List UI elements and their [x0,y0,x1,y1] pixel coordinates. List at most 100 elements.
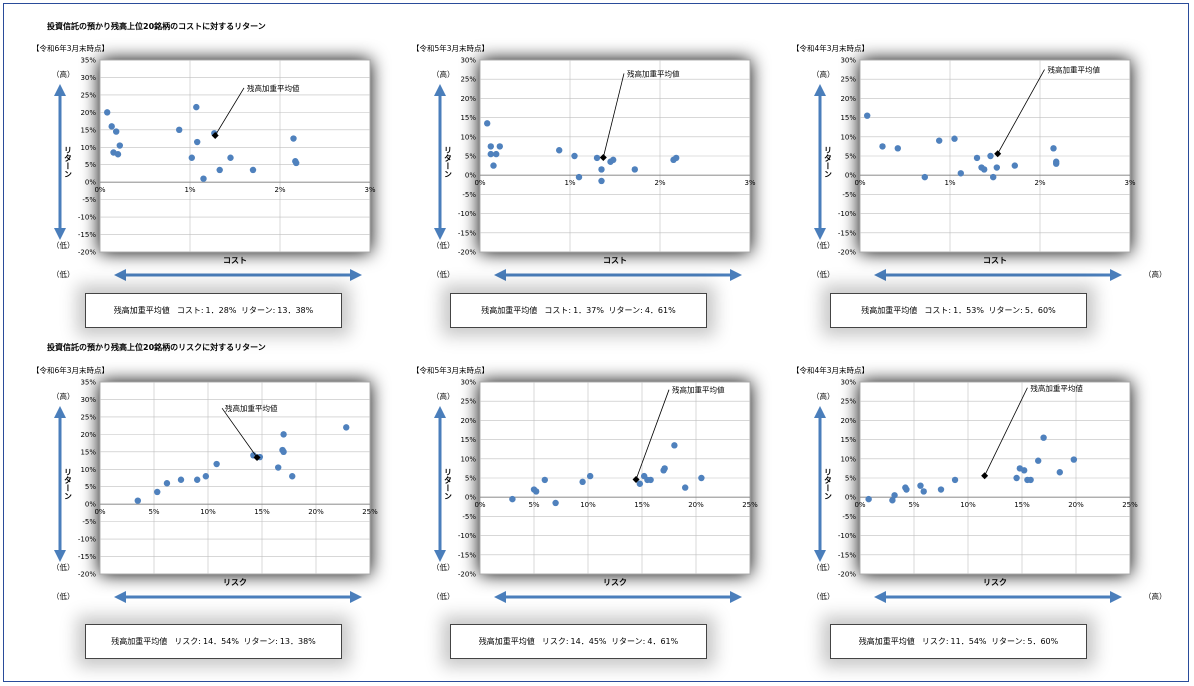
data-point [154,488,161,496]
summary-label: 残高加重平均値 [481,306,538,315]
data-point [951,476,959,484]
summary-cost-value: 1．28% [205,306,237,315]
data-point [163,480,171,487]
x-tick-label: 5% [148,508,159,516]
data-point [937,486,945,493]
summary-label: 残高加重平均値 [111,637,168,646]
y-tick-label: 5% [465,153,476,161]
data-point [487,150,494,158]
annotation-label: 残高加重平均値 [1030,383,1083,393]
annotation-label: 残高加重平均値 [672,385,725,395]
data-point [864,112,871,119]
y-tick-label: 5% [465,475,476,483]
period-label: 【令和6年3月末時点】 [32,43,109,53]
y-tick-label: 0% [85,501,96,509]
y-tick-label: 35% [80,57,96,65]
high-label-y: （高） [52,69,75,79]
x-tick-label: 25% [362,508,378,516]
data-point [593,154,601,162]
y-tick-label: -5% [462,191,476,199]
summary-cost-value: 1．53% [953,306,984,315]
data-point [921,173,928,181]
data-point [993,164,1000,171]
data-point [541,476,548,484]
data-point [290,135,297,142]
x-tick-label: 0% [474,501,485,509]
annotation-leader [602,73,625,158]
x-tick-label: 25% [1122,501,1138,509]
chart-svg: -20% -15% -10% -5% 0% 5% 10% 15% 20% 25% 30% 0% 1% 2%… [412,43,756,281]
low-label-x: （低） [812,591,835,601]
plot-area [99,381,371,575]
data-point [894,145,901,152]
summary-box-cost-r4: 残高加重平均値 コスト: 1．53% リターン: 5．60% [830,293,1087,328]
summary-return-value: 4．61% [647,637,679,646]
summary-risk-prefix: リスク: [541,637,569,646]
y-tick-label: 30% [460,379,476,387]
x-tick-label: 2% [654,179,665,187]
data-point [951,135,958,142]
x-tick-label: 3% [364,186,375,194]
x-axis-title: リスク [983,577,1007,587]
x-tick-label: 20% [688,501,704,509]
weighted-average-point [599,153,607,161]
weighted-average-point [994,150,1002,158]
chart-panel-cost-r6: -20% -15% -10% -5% 0% 5% 10% 15% 20% 25% 30% 35% 0% 1… [30,43,410,333]
data-point [1070,456,1078,463]
y-tick-label: 0% [845,172,856,180]
x-tick-label: 25% [742,501,758,509]
chart-panel-risk-r4: -20% -15% -10% -5% 0% 5% 10% 15% 20% 25% 30% 0% 5% 10… [790,365,1170,655]
data-point [193,103,200,111]
y-tick-label: 15% [840,436,856,444]
data-point [610,156,617,164]
data-point [631,166,638,173]
summary-return-prefix: リターン: [988,306,1023,315]
summary-label: 残高加重平均値 [858,637,915,646]
y-tick-label: 25% [840,76,856,84]
page-frame [3,3,1189,682]
summary-return-value: 13．38% [279,637,316,646]
data-point [493,150,500,158]
data-point [552,499,559,507]
data-point [698,474,705,482]
data-point [579,478,586,486]
x-tick-label: 20% [1068,501,1084,509]
y-tick-label: 15% [460,436,476,444]
y-tick-label: -20% [78,571,96,579]
data-point [104,109,111,116]
data-point [188,154,195,161]
y-axis-title: リターン [444,468,453,500]
weighted-average-point [632,475,640,483]
data-point [957,170,964,177]
data-point [571,152,578,160]
y-tick-label: -5% [82,518,96,526]
data-point [289,473,296,480]
x-axis-title: コスト [603,256,627,265]
period-label: 【令和6年3月末時点】 [32,365,109,375]
data-point [108,123,115,130]
y-tick-label: -15% [458,551,476,559]
y-tick-label: -10% [838,532,856,540]
summary-return-value: 4．61% [644,306,676,315]
low-label-x: （低） [432,591,455,601]
x-axis-title: コスト [983,256,1007,265]
data-point [920,488,927,495]
low-label-y: （低） [432,240,455,250]
low-label-y: （低） [812,562,835,572]
summary-risk-prefix: リスク: [174,637,201,646]
annotation-leader [221,407,258,458]
y-tick-label: 25% [80,91,96,99]
low-label-x: （低） [432,269,455,279]
period-label: 【令和5年3月末時点】 [412,43,489,53]
data-point [177,476,185,483]
summary-risk-value: 14．54% [203,637,239,646]
annotation-leader [984,387,1028,476]
y-tick-label: 15% [840,114,856,122]
x-tick-label: 10% [960,501,976,509]
data-point [249,166,257,174]
y-tick-label: 15% [80,448,96,456]
data-point [194,138,201,146]
annotation-label: 残高加重平均値 [1048,65,1101,75]
y-axis-title: リターン [64,146,73,178]
high-label-x: （高） [1144,269,1167,279]
